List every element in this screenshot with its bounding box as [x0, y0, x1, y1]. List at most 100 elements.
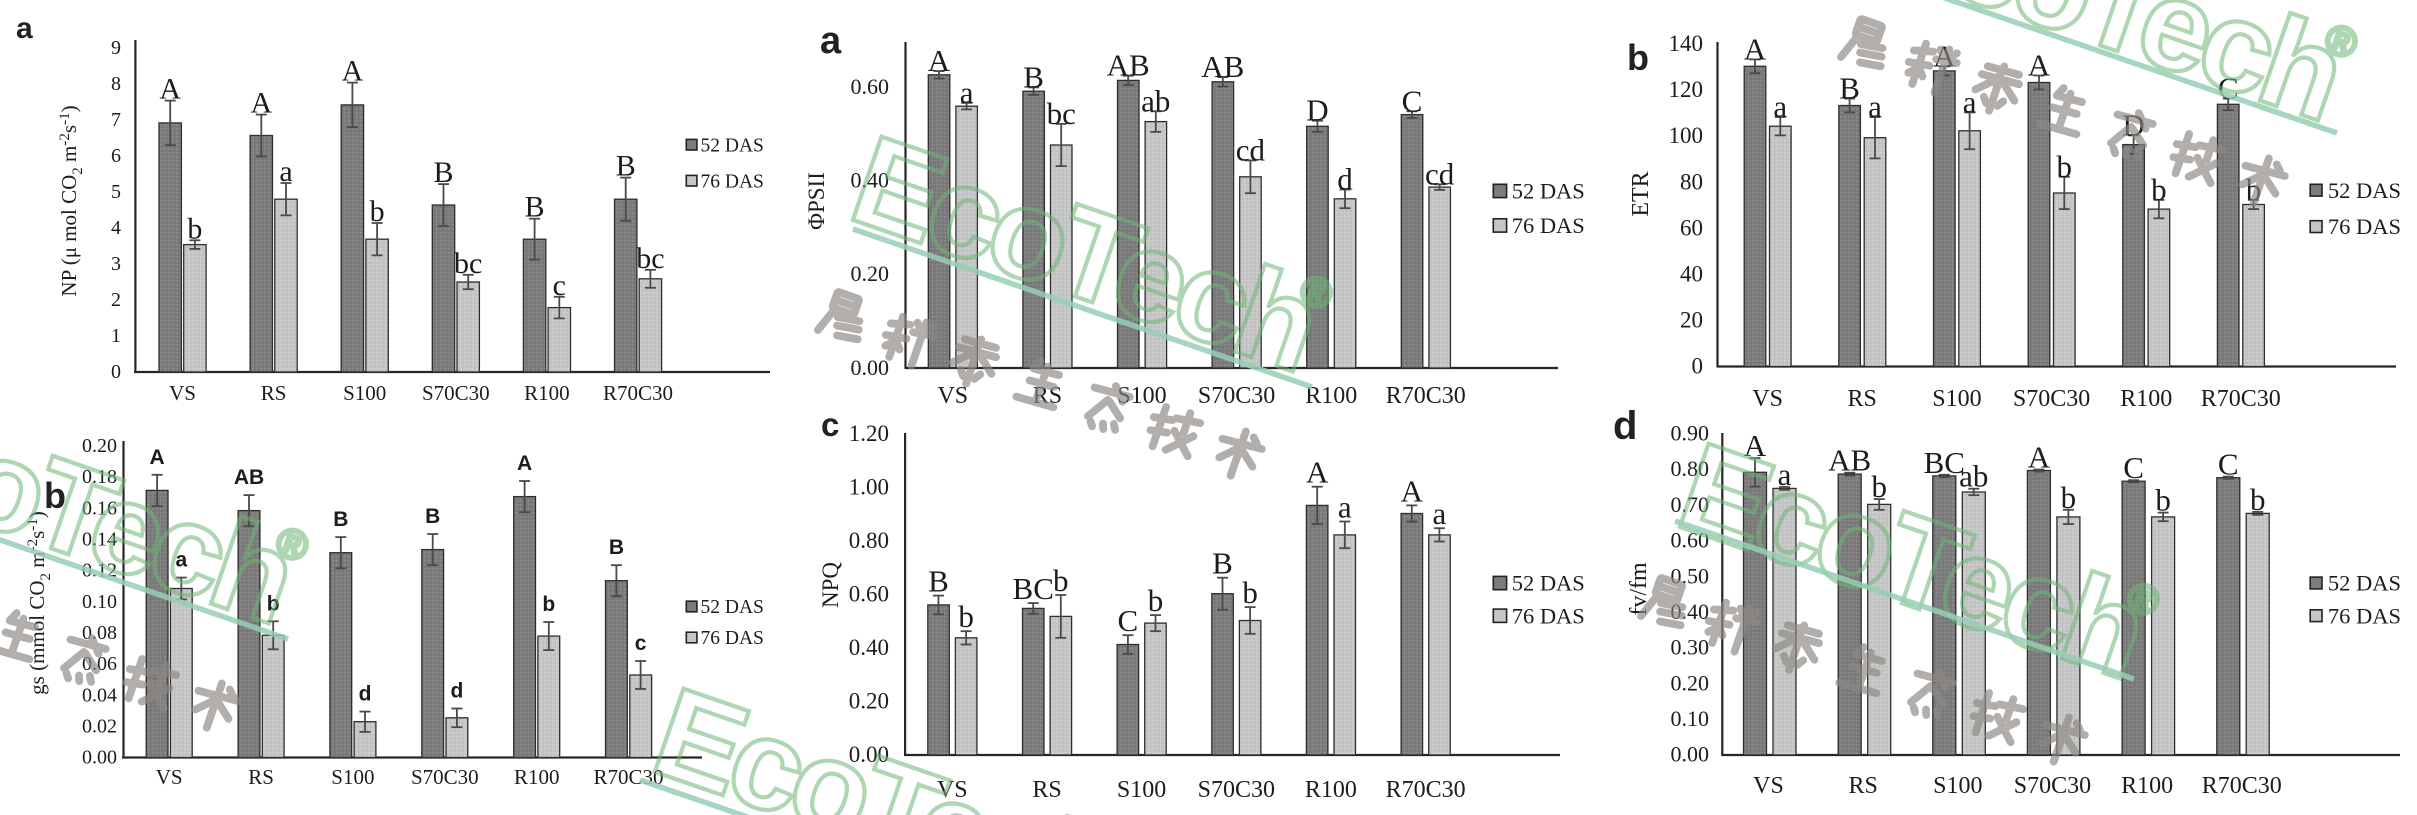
- svg-text:0.10: 0.10: [82, 591, 117, 613]
- svg-text:AB: AB: [1107, 48, 1150, 83]
- svg-text:0.18: 0.18: [82, 466, 117, 488]
- svg-text:3: 3: [111, 253, 121, 275]
- svg-text:S70C30: S70C30: [2014, 773, 2091, 799]
- svg-text:R100: R100: [2121, 773, 2173, 799]
- svg-text:R100: R100: [2120, 386, 2172, 412]
- svg-text:0.16: 0.16: [82, 497, 117, 519]
- svg-text:B: B: [525, 191, 545, 224]
- svg-text:7: 7: [111, 109, 121, 131]
- svg-text:52 DAS: 52 DAS: [2328, 571, 2401, 596]
- svg-text:100: 100: [1669, 123, 1704, 148]
- svg-text:c: c: [821, 406, 839, 443]
- svg-text:ab: ab: [1141, 83, 1170, 118]
- svg-text:a: a: [1773, 89, 1787, 124]
- svg-text:d: d: [1337, 162, 1353, 197]
- svg-text:a: a: [820, 20, 842, 62]
- svg-text:76 DAS: 76 DAS: [701, 171, 764, 192]
- svg-text:1: 1: [111, 325, 121, 347]
- svg-text:A: A: [1306, 455, 1329, 490]
- svg-text:b: b: [267, 592, 280, 615]
- svg-text:NPQ: NPQ: [818, 562, 843, 608]
- svg-text:0.04: 0.04: [82, 684, 117, 706]
- svg-text:S70C30: S70C30: [1198, 777, 1275, 803]
- svg-text:BC: BC: [1924, 445, 1965, 480]
- svg-text:B: B: [433, 156, 453, 189]
- svg-text:C: C: [1402, 83, 1423, 118]
- svg-text:0.00: 0.00: [851, 355, 890, 380]
- svg-text:4: 4: [111, 217, 121, 239]
- svg-text:AB: AB: [1828, 443, 1871, 478]
- svg-text:b: b: [2250, 482, 2266, 517]
- svg-text:R100: R100: [1305, 383, 1357, 409]
- svg-text:0.02: 0.02: [82, 715, 117, 737]
- svg-text:52 DAS: 52 DAS: [1512, 571, 1585, 596]
- svg-text:B: B: [1839, 71, 1860, 106]
- svg-text:bc: bc: [636, 242, 664, 275]
- svg-text:RS: RS: [261, 381, 287, 405]
- svg-text:0.10: 0.10: [1671, 706, 1710, 731]
- svg-text:40: 40: [1680, 261, 1703, 286]
- svg-text:R70C30: R70C30: [2201, 386, 2281, 412]
- svg-text:A: A: [150, 446, 165, 469]
- svg-text:S100: S100: [1932, 386, 1981, 412]
- svg-text:A: A: [250, 87, 272, 120]
- svg-text:1.20: 1.20: [849, 421, 889, 446]
- svg-text:52 DAS: 52 DAS: [701, 135, 764, 156]
- svg-text:S100: S100: [331, 765, 374, 789]
- svg-text:b: b: [1871, 469, 1887, 504]
- svg-text:A: A: [2028, 440, 2051, 475]
- svg-text:R70C30: R70C30: [603, 381, 673, 405]
- svg-text:20: 20: [1680, 307, 1703, 332]
- svg-text:0.00: 0.00: [1671, 742, 1710, 767]
- svg-text:76 DAS: 76 DAS: [1512, 603, 1585, 628]
- svg-text:d: d: [359, 683, 372, 706]
- svg-text:0.60: 0.60: [851, 74, 890, 99]
- svg-text:a: a: [960, 75, 974, 110]
- svg-text:0: 0: [111, 361, 121, 383]
- svg-text:C: C: [2218, 447, 2239, 482]
- svg-text:80: 80: [1680, 169, 1703, 194]
- svg-text:b: b: [187, 212, 202, 245]
- svg-text:d: d: [1613, 404, 1637, 448]
- svg-text:b: b: [1053, 563, 1069, 598]
- svg-text:RS: RS: [1849, 773, 1878, 799]
- svg-text:a: a: [1963, 84, 1977, 119]
- svg-text:0.90: 0.90: [1671, 421, 1710, 446]
- svg-text:ab: ab: [1959, 459, 1988, 494]
- svg-text:1.00: 1.00: [849, 475, 889, 500]
- svg-text:0.20: 0.20: [1671, 670, 1710, 695]
- svg-text:VS: VS: [1752, 386, 1783, 412]
- svg-text:VS: VS: [1753, 773, 1784, 799]
- svg-text:C: C: [2123, 450, 2144, 485]
- svg-text:0.60: 0.60: [849, 582, 889, 607]
- svg-text:A: A: [1744, 31, 1767, 66]
- svg-text:b: b: [370, 195, 385, 228]
- svg-text:B: B: [609, 536, 624, 559]
- svg-text:B: B: [425, 505, 440, 528]
- svg-text:9: 9: [111, 37, 121, 59]
- svg-text:D: D: [1306, 93, 1328, 128]
- svg-text:0: 0: [1692, 353, 1704, 378]
- svg-text:76 DAS: 76 DAS: [2328, 214, 2401, 239]
- svg-text:0.14: 0.14: [82, 529, 117, 551]
- svg-text:120: 120: [1669, 77, 1704, 102]
- svg-text:C: C: [1118, 603, 1139, 638]
- svg-text:a: a: [1338, 490, 1352, 525]
- svg-text:76 DAS: 76 DAS: [701, 628, 764, 649]
- svg-text:a: a: [1868, 89, 1882, 124]
- svg-text:a: a: [175, 549, 187, 572]
- svg-text:cd: cd: [1236, 132, 1266, 167]
- svg-text:2: 2: [111, 289, 121, 311]
- svg-text:R100: R100: [1305, 777, 1357, 803]
- svg-text:S100: S100: [343, 381, 386, 405]
- svg-text:R100: R100: [514, 765, 560, 789]
- svg-text:b: b: [2061, 480, 2077, 515]
- svg-text:b: b: [1627, 37, 1649, 78]
- svg-text:B: B: [1023, 59, 1044, 94]
- svg-text:60: 60: [1680, 215, 1703, 240]
- svg-text:0.40: 0.40: [849, 635, 889, 660]
- svg-text:B: B: [928, 564, 949, 599]
- svg-text:a: a: [16, 12, 33, 45]
- svg-text:BC: BC: [1013, 571, 1054, 606]
- svg-text:A: A: [517, 452, 532, 475]
